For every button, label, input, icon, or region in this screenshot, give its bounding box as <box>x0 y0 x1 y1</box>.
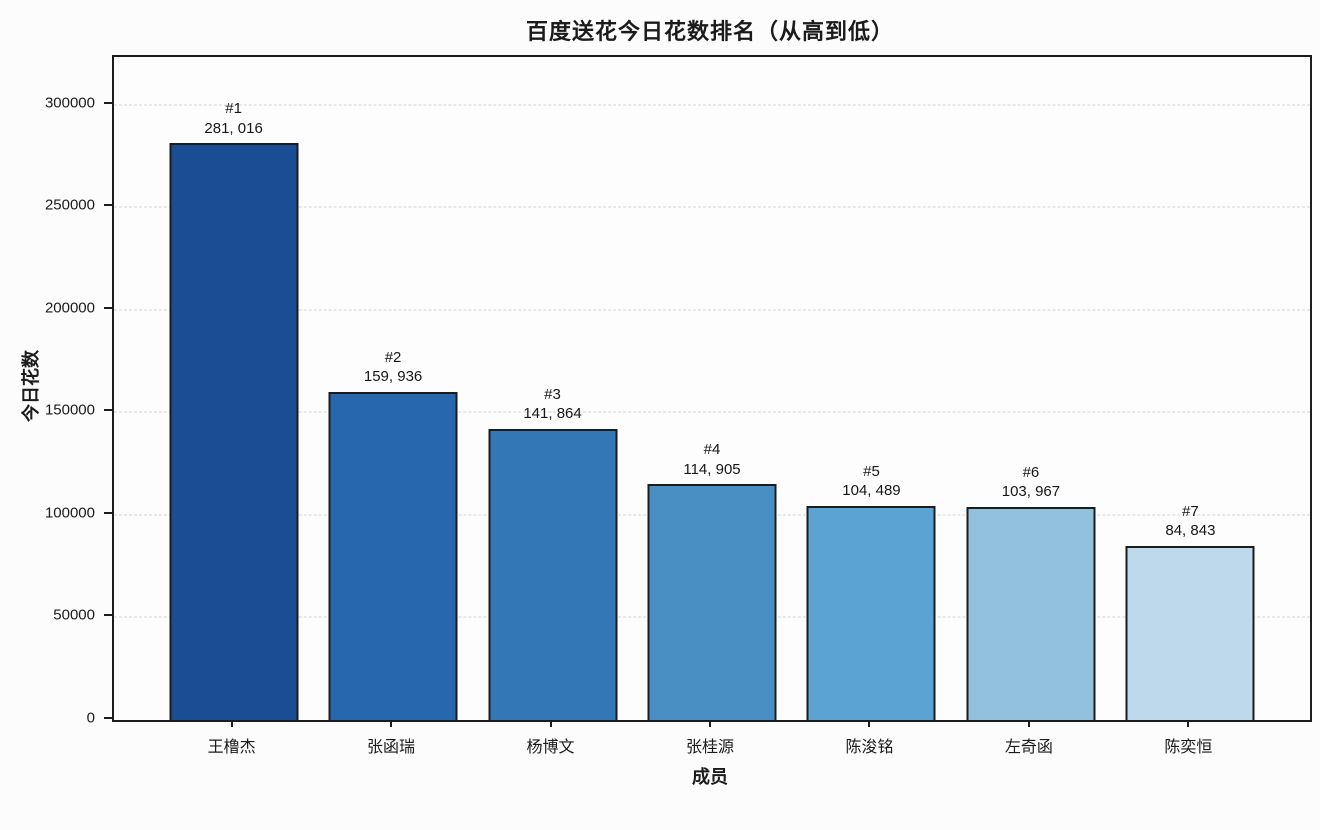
bar-value-label: #3 141, 864 <box>523 385 581 429</box>
bar <box>647 484 777 720</box>
bar <box>169 143 299 720</box>
bar-value-text: 103, 967 <box>1001 483 1061 501</box>
x-tick-mark <box>868 720 871 727</box>
bar-value-label: #2 159, 936 <box>364 348 422 392</box>
bar-rank-text: #4 <box>703 441 721 459</box>
y-tick-label: 50000 <box>53 606 95 624</box>
x-tick-label: 张桂源 <box>685 739 735 756</box>
bar <box>1125 545 1255 720</box>
y-axis-ticks: 0 50000 100000 150000 200000 250000 300000 <box>0 55 112 727</box>
y-tick-label: 250000 <box>44 196 95 214</box>
gridline <box>114 309 1310 311</box>
x-tick-mark <box>390 720 393 727</box>
bar-rank-text: #7 <box>1182 502 1199 520</box>
bar-value-text: 281, 016 <box>204 119 263 137</box>
x-tick-label: 杨博文 <box>526 739 575 756</box>
x-tick-mark <box>709 720 711 727</box>
bar <box>806 505 936 720</box>
plot-area: #1 281, 016 #2 159, 936 #3 141, 864 #4 114, 905… <box>112 55 1312 722</box>
x-tick-mark <box>1027 720 1030 727</box>
bar-value-text: 114, 905 <box>683 460 741 478</box>
gridline <box>114 104 1310 106</box>
x-axis-title: 成员 <box>692 767 728 787</box>
y-tick-label: 200000 <box>44 299 95 317</box>
chart-title: 百度送花今日花数排名（从高到低） <box>525 19 894 44</box>
bar-value-text: 159, 936 <box>363 368 423 386</box>
x-tick-label: 左奇函 <box>1004 739 1053 756</box>
y-tick-mark <box>104 204 112 207</box>
y-tick-mark <box>104 717 112 719</box>
y-tick-mark <box>104 614 112 617</box>
bar-rank-text: #5 <box>863 462 880 480</box>
y-tick-mark <box>104 409 112 412</box>
y-tick-mark <box>104 511 112 514</box>
gridline <box>114 411 1310 413</box>
bar-value-text: 104, 489 <box>842 482 901 500</box>
x-tick-label: 陈奕恒 <box>1164 739 1213 756</box>
bar-rank-text: #6 <box>1022 463 1040 481</box>
bar <box>966 506 1096 720</box>
bar <box>488 428 618 720</box>
y-tick-label: 150000 <box>44 401 95 419</box>
bar-value-label: #7 84, 843 <box>1165 502 1215 546</box>
x-tick-label: 陈浚铭 <box>845 739 894 756</box>
x-tick-label: 张函瑞 <box>367 739 416 756</box>
y-tick-mark <box>104 306 112 309</box>
x-tick-label: 王橹杰 <box>207 739 256 756</box>
x-tick-mark <box>1187 720 1190 727</box>
bar-value-label: #5 104, 489 <box>842 462 900 506</box>
y-tick-label: 300000 <box>44 94 95 112</box>
bar-value-text: 84, 843 <box>1165 522 1216 540</box>
x-tick-mark <box>230 720 233 727</box>
y-tick-label: 0 <box>86 709 95 727</box>
y-tick-label: 100000 <box>44 504 95 522</box>
gridline <box>114 206 1310 208</box>
y-tick-mark <box>104 101 112 104</box>
bar-value-text: 141, 864 <box>523 405 582 423</box>
bar-rank-text: #2 <box>384 348 402 366</box>
bar-rank-text: #1 <box>225 100 242 118</box>
x-tick-mark <box>549 720 552 727</box>
bar-value-label: #6 103, 967 <box>1002 463 1060 507</box>
bar-value-label: #1 281, 016 <box>204 99 262 143</box>
bar-rank-text: #3 <box>544 385 561 403</box>
x-axis-ticks: 王橹杰 张函瑞 杨博文 张桂源 陈浚铭 左奇函 陈奕恒 <box>112 720 1308 764</box>
bar <box>328 391 458 720</box>
bar-value-label: #4 114, 905 <box>683 440 740 484</box>
